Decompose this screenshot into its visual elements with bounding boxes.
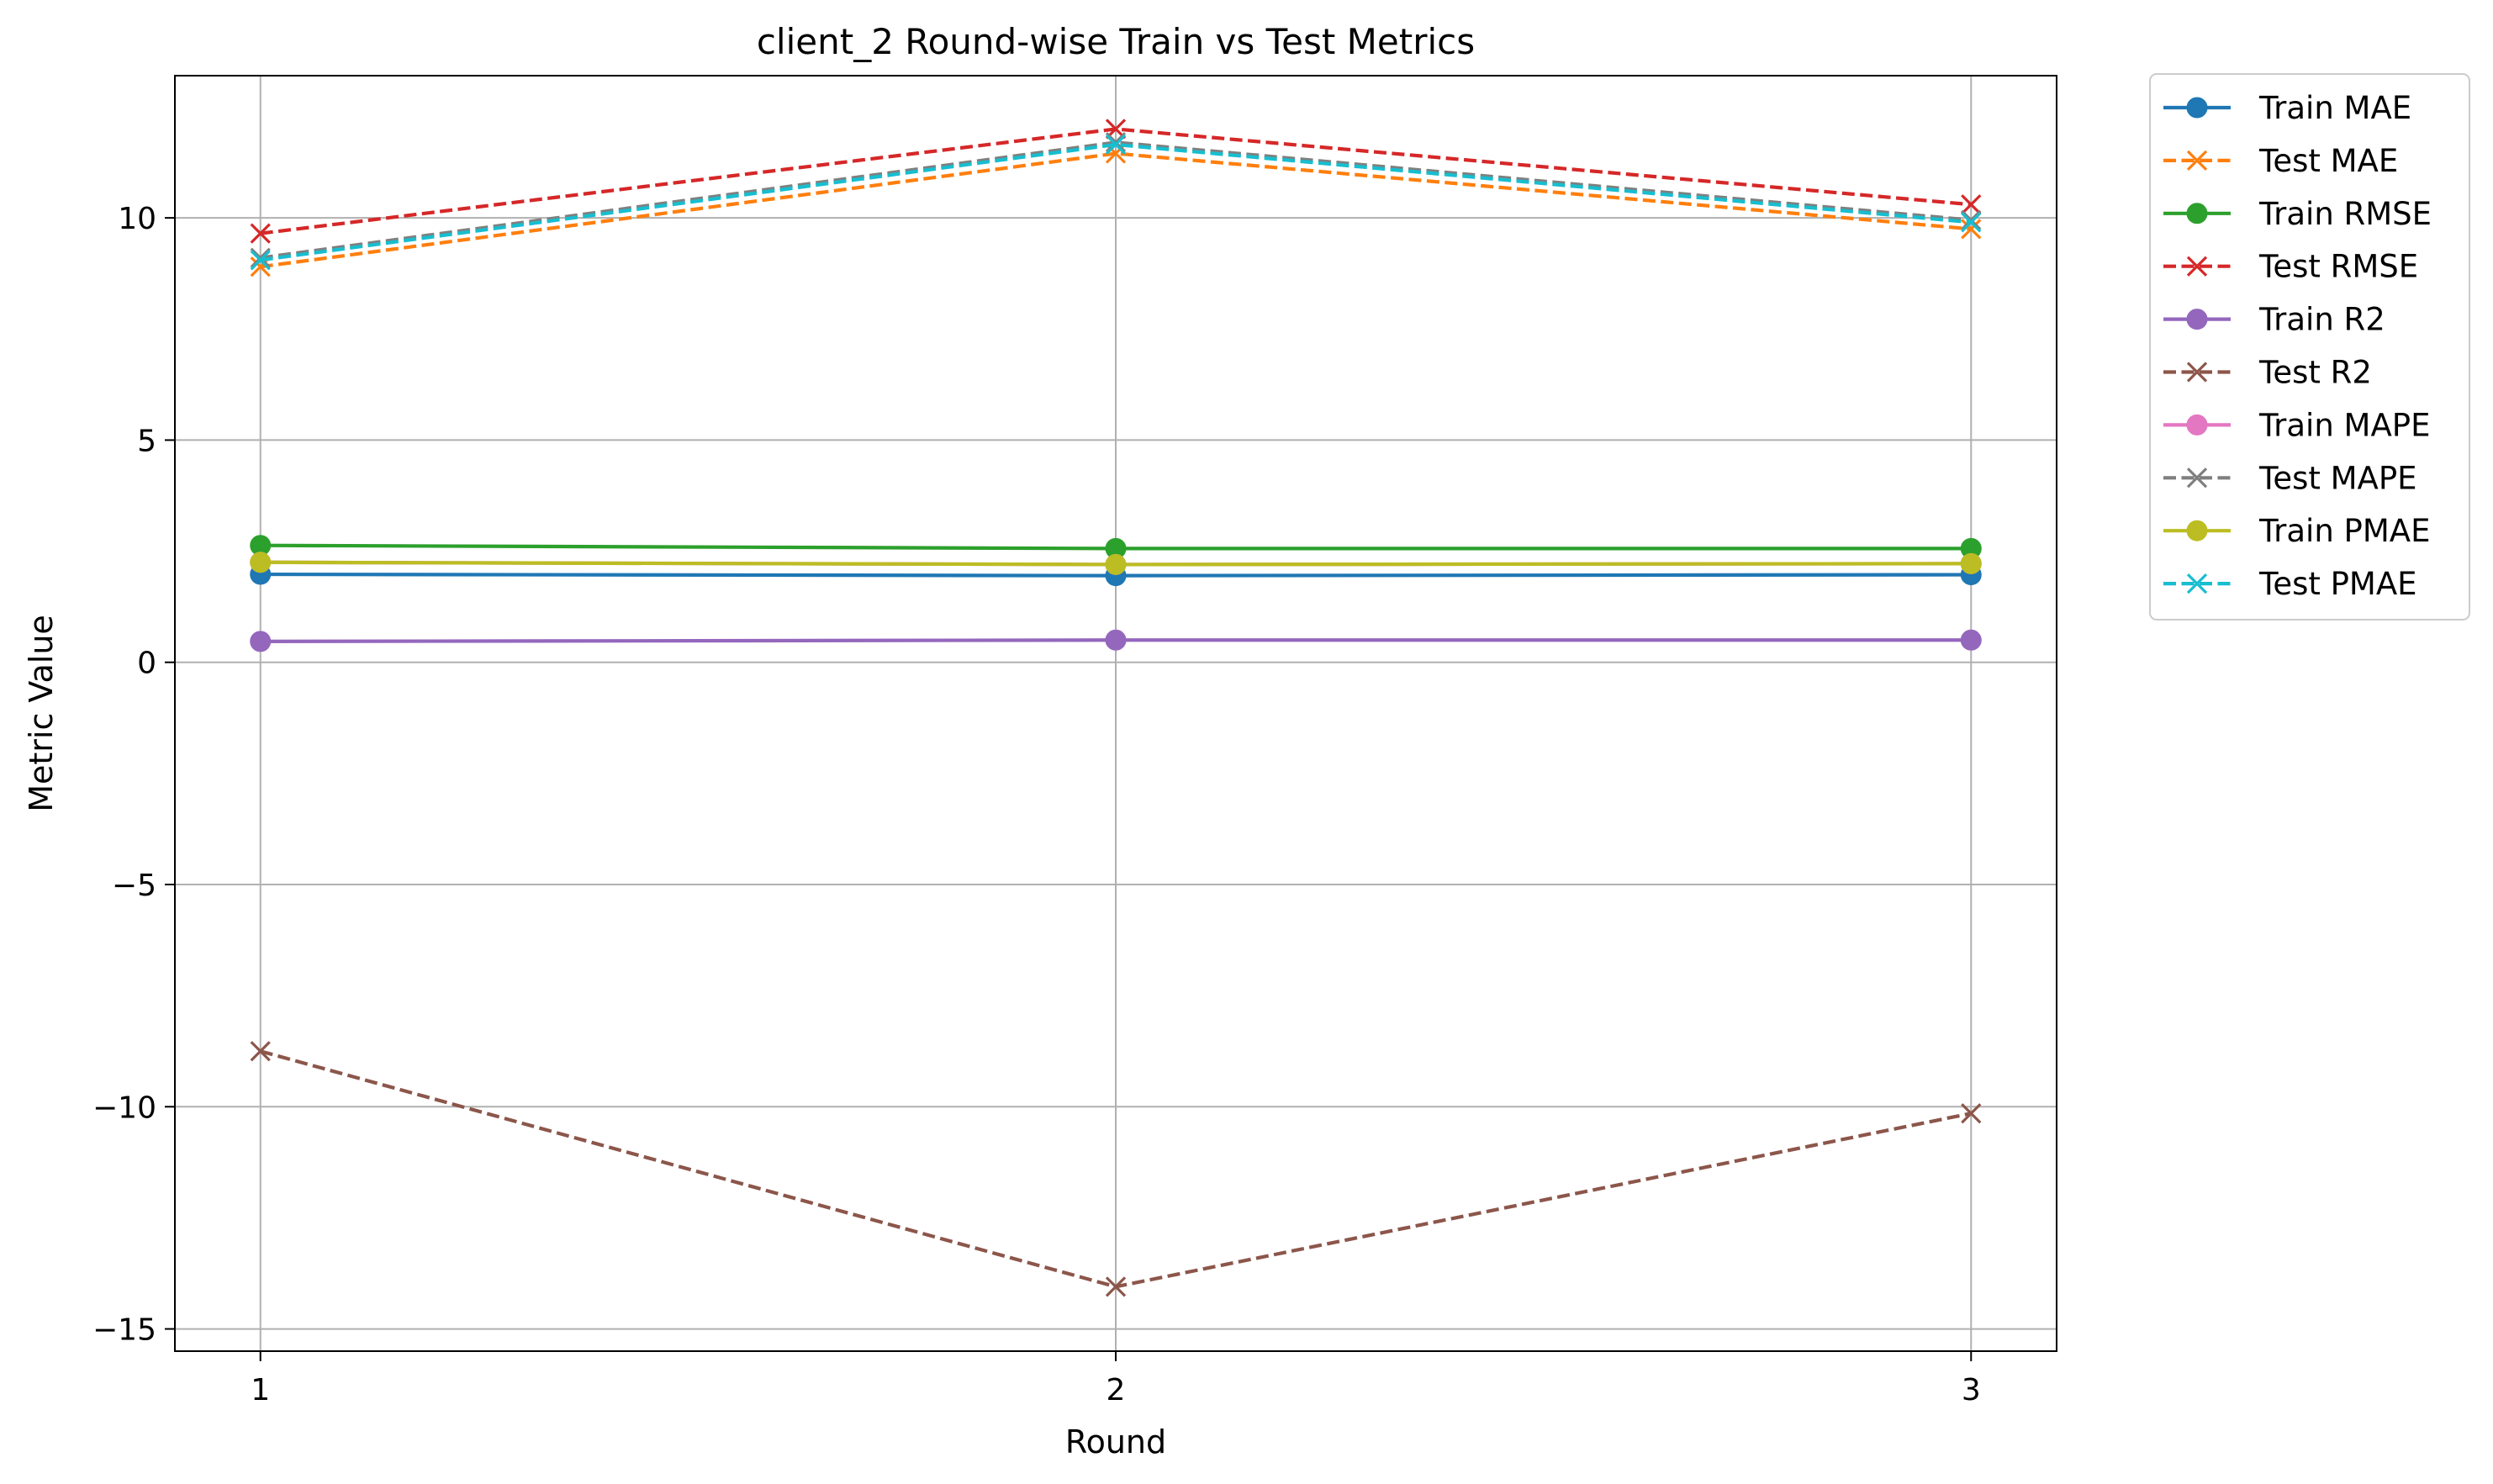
legend-label: Test MAPE — [2258, 460, 2417, 496]
legend-item-test-r2: Test R2 — [2163, 355, 2372, 391]
data-point-test-mape — [1961, 209, 1982, 230]
legend-item-train-pmae: Train PMAE — [2163, 513, 2430, 549]
legend-label: Test RMSE — [2258, 249, 2418, 285]
legend-label: Test PMAE — [2258, 566, 2417, 602]
legend-marker — [2186, 97, 2208, 119]
data-point-train-pmae — [1960, 552, 1982, 574]
data-point-test-mape — [250, 247, 271, 268]
data-point-test-r2 — [1961, 1103, 1982, 1124]
legend-label: Test MAE — [2258, 143, 2398, 179]
data-point-test-pmae — [250, 250, 271, 271]
legend-item-test-rmse: Test RMSE — [2163, 249, 2418, 285]
data-point-test-r2 — [1105, 1276, 1127, 1297]
y-tick-label: −5 — [112, 869, 156, 903]
data-point-train-r2 — [1105, 629, 1127, 651]
series-line-test-mape — [260, 140, 1972, 260]
data-point-test-mae — [1961, 219, 1982, 240]
data-point-train-r2 — [1960, 629, 1982, 651]
data-point-test-r2 — [250, 1041, 271, 1062]
y-axis-label: Metric Value — [23, 615, 60, 812]
x-tick-label: 1 — [251, 1373, 270, 1407]
legend-item-train-r2: Train R2 — [2163, 302, 2385, 338]
legend-label: Train PMAE — [2258, 513, 2430, 549]
legend-item-train-mape: Train MAPE — [2163, 407, 2430, 443]
data-point-train-r2 — [250, 631, 272, 652]
y-tick-label: 0 — [137, 647, 156, 681]
data-point-test-pmae — [1105, 134, 1127, 156]
legend-marker — [2186, 467, 2208, 489]
data-point-test-rmse — [1961, 194, 1982, 215]
series-line-test-mae — [260, 151, 1972, 269]
data-point-test-pmae — [1961, 212, 1982, 233]
ticks: 1 2 3 −15 −10 −5 0 5 10 — [92, 202, 1981, 1407]
legend-label: Train R2 — [2258, 302, 2385, 338]
x-axis-label: Round — [1065, 1423, 1166, 1460]
legend-marker — [2186, 256, 2208, 277]
legend-marker — [2186, 309, 2208, 330]
legend-box — [2149, 73, 2470, 621]
series-train-pmae — [250, 552, 1982, 575]
y-tick-label: 10 — [118, 202, 156, 236]
legend-marker — [2186, 362, 2208, 383]
legend-label: Train MAE — [2258, 90, 2411, 126]
legend-marker — [2186, 573, 2208, 594]
legend-marker — [2186, 150, 2208, 172]
y-tick-label: −10 — [92, 1091, 156, 1125]
grid-lines — [175, 76, 2057, 1351]
legend-marker — [2186, 414, 2208, 436]
series-test-pmae — [250, 134, 1982, 271]
legend: Train MAE Test MAE Train RMSE Test RMSE Trai… — [2149, 73, 2470, 621]
data-point-test-mape — [1105, 132, 1127, 153]
data-point-train-pmae — [1105, 553, 1127, 575]
series-layer — [250, 119, 1982, 1297]
x-tick-label: 2 — [1107, 1373, 1126, 1407]
legend-marker — [2186, 520, 2208, 541]
y-tick-label: −15 — [92, 1313, 156, 1348]
legend-item-test-pmae: Test PMAE — [2163, 566, 2417, 602]
chart-title: client_2 Round-wise Train vs Test Metric… — [757, 21, 1475, 62]
data-point-train-pmae — [250, 552, 272, 573]
legend-item-train-rmse: Train RMSE — [2163, 196, 2432, 232]
y-tick-label: 5 — [137, 424, 156, 458]
series-test-mape — [250, 132, 1982, 268]
series-test-r2 — [250, 1041, 1982, 1297]
x-tick-label: 3 — [1962, 1373, 1981, 1407]
legend-marker — [2186, 203, 2208, 224]
legend-label: Train MAPE — [2258, 407, 2430, 443]
legend-label: Train RMSE — [2258, 196, 2432, 232]
legend-label: Test R2 — [2258, 355, 2372, 391]
legend-item-test-mae: Test MAE — [2163, 143, 2398, 179]
series-train-rmse — [250, 535, 1982, 559]
series-train-r2 — [250, 629, 1982, 652]
data-point-test-rmse — [250, 223, 271, 244]
series-line-test-pmae — [260, 142, 1972, 262]
legend-item-test-mape: Test MAPE — [2163, 460, 2417, 496]
legend-item-train-mae: Train MAE — [2163, 90, 2411, 126]
